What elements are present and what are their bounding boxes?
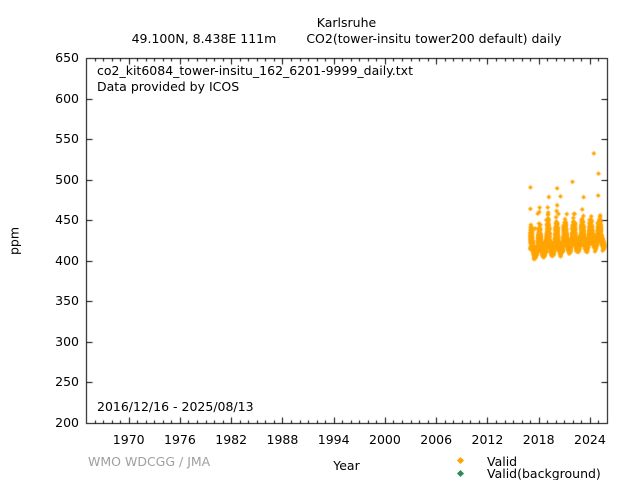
x-tick-label: 1970: [112, 432, 145, 447]
y-tick-label: 300: [55, 333, 79, 349]
legend-label: Valid: [487, 453, 518, 469]
y-tick-label: 200: [55, 415, 79, 430]
y-tick-label: 600: [55, 90, 79, 106]
y-tick-label: 550: [55, 131, 79, 147]
data-provider-annotation: Data provided by ICOS: [97, 79, 240, 94]
y-tick-label: 400: [55, 252, 79, 268]
credit-label: WMO WDCGG / JMA: [88, 454, 211, 469]
plot-subtitle: 49.100N, 8.438E 111m CO2(tower-insitu tow…: [86, 31, 607, 46]
x-tick-label: 2006: [420, 432, 453, 447]
x-tick-label: 2018: [522, 432, 555, 447]
x-tick-label: 2012: [471, 432, 504, 447]
x-tick-label: 1994: [317, 432, 350, 447]
plot-title-station: Karlsruhe: [316, 15, 377, 30]
x-tick-label: 2024: [574, 432, 606, 447]
y-axis-title: ppm: [6, 226, 22, 256]
x-tick-label: 1988: [266, 432, 299, 447]
station-coordinates: 49.100N, 8.438E 111m: [131, 31, 277, 46]
y-tick-label: 650: [55, 50, 79, 65]
dataset-descriptor: CO2(tower-insitu tower200 default) daily: [306, 31, 562, 46]
x-axis-title: Year: [333, 458, 360, 473]
y-tick-label: 350: [55, 293, 79, 309]
x-tick-label: 1982: [215, 432, 248, 447]
y-tick-label: 450: [55, 212, 79, 228]
x-tick-label: 2000: [369, 432, 401, 447]
legend-label: Valid(background): [487, 466, 601, 480]
source-file-annotation: co2_kit6084_tower-insitu_162_6201-9999_d…: [97, 63, 413, 78]
y-tick-label: 500: [55, 171, 79, 187]
x-tick-label: 1976: [164, 432, 196, 447]
y-tick-label: 250: [55, 374, 79, 390]
date-range-annotation: 2016/12/16 - 2025/08/13: [97, 399, 254, 414]
